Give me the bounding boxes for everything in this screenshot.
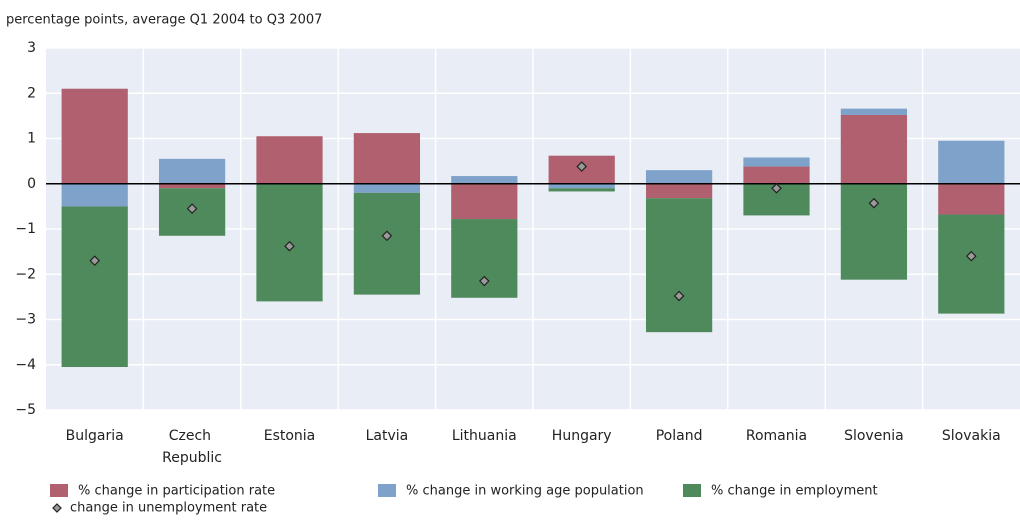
bar-segment (353, 192, 421, 295)
bar-segment (451, 176, 518, 184)
bar-segment (158, 158, 226, 184)
legend-swatch (378, 484, 396, 497)
bar-segment (548, 183, 615, 189)
diamond-marker (965, 250, 977, 262)
bar-segment (353, 183, 421, 193)
diamond-marker (771, 182, 782, 194)
y-tick-label: 3 (27, 40, 36, 56)
x-tick-label: Bulgaria (66, 428, 124, 444)
x-tick-label: Latvia (366, 428, 409, 444)
bar-segment (743, 157, 810, 167)
x-tick-label: Estonia (264, 428, 316, 444)
diamond-marker (89, 255, 101, 267)
y-tick-label: −5 (15, 402, 36, 418)
bar-segment (645, 170, 713, 184)
bar-segment (938, 183, 1005, 215)
bar-segment (158, 183, 226, 189)
legend-label: change in unemployment rate (70, 501, 267, 516)
diamond-marker (478, 275, 490, 287)
y-tick-label: −4 (15, 357, 36, 373)
bar-segment (743, 166, 810, 184)
diamond-marker (576, 161, 588, 172)
x-tick-label: Hungary (552, 428, 612, 444)
legend-swatch (683, 484, 701, 497)
legend-marker (52, 503, 62, 513)
x-tick-label: Slovakia (942, 428, 1001, 444)
bar-segment (840, 114, 908, 184)
bar-segment (938, 140, 1005, 184)
bar-segment (451, 183, 518, 220)
x-tick-label: Poland (656, 428, 703, 444)
y-tick-label: −3 (15, 312, 36, 328)
x-tick-label: Romania (746, 428, 807, 444)
y-tick-label: 1 (27, 131, 36, 147)
diamond-marker (868, 197, 880, 209)
legend-label: % change in working age population (406, 484, 644, 499)
bar-segment (353, 133, 421, 184)
legend-label: % change in employment (711, 484, 878, 499)
bar-segment (938, 214, 1005, 314)
x-tick-label: Slovenia (844, 428, 904, 444)
diamond-marker (673, 290, 685, 302)
bar-segment (548, 188, 615, 192)
legend-swatch (50, 484, 68, 497)
y-tick-label: 0 (27, 176, 36, 192)
y-tick-label: −1 (15, 221, 36, 237)
y-tick-label: 2 (27, 85, 36, 101)
legend-label: % change in participation rate (78, 484, 275, 499)
bar-segment (840, 108, 908, 115)
bar-segment (61, 88, 128, 184)
bar-segment (645, 198, 713, 333)
bar-segment (256, 136, 323, 184)
chart-subtitle: percentage points, average Q1 2004 to Q3… (6, 13, 322, 28)
x-tick-label: Lithuania (452, 428, 517, 444)
bar-segment (61, 183, 128, 207)
x-tick-label: Czech Republic (162, 428, 222, 466)
diamond-marker (381, 230, 393, 242)
diamond-marker (186, 203, 198, 214)
y-tick-label: −2 (15, 266, 36, 282)
bar-segment (61, 206, 128, 368)
bar-segment (645, 183, 713, 199)
diamond-marker (284, 240, 295, 252)
